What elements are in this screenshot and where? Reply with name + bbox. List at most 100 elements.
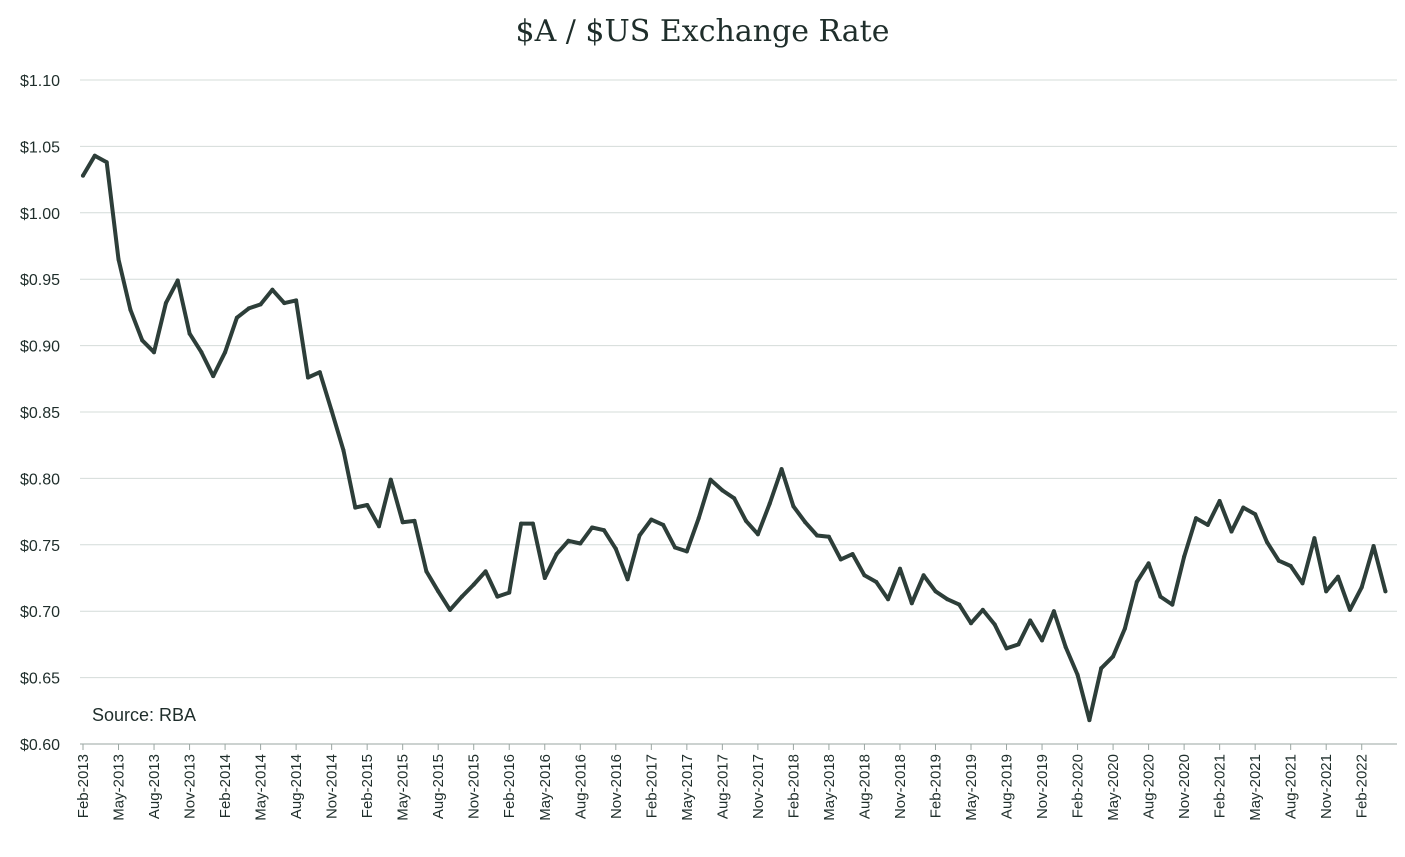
- data-point: [637, 533, 642, 538]
- y-tick-label: $0.95: [20, 272, 60, 289]
- data-point: [779, 467, 784, 472]
- data-point: [1300, 581, 1305, 586]
- data-point: [850, 552, 855, 557]
- data-points: [81, 153, 1388, 723]
- x-tick-label: Feb-2013: [75, 754, 92, 818]
- data-point: [306, 375, 310, 380]
- data-point: [104, 160, 109, 165]
- data-point: [530, 521, 535, 526]
- data-point: [1312, 536, 1317, 541]
- x-tick-label: May-2021: [1247, 754, 1264, 821]
- data-point: [412, 518, 417, 523]
- x-tick-label: May-2018: [821, 754, 838, 821]
- data-point: [258, 302, 263, 307]
- y-tick-label: $1.10: [20, 73, 60, 90]
- x-tick-label: May-2015: [395, 754, 412, 821]
- data-point: [507, 590, 512, 595]
- y-axis-ticks: $0.60 $0.65 $0.70 $0.75 $0.80 $0.85 $0.90 $0.95…: [20, 73, 60, 754]
- data-point: [602, 528, 606, 533]
- data-point: [1158, 594, 1163, 599]
- data-point: [992, 622, 997, 627]
- data-point: [803, 520, 808, 525]
- data-point: [1111, 654, 1116, 659]
- data-point: [1075, 672, 1080, 677]
- x-tick-label: Nov-2021: [1318, 754, 1335, 819]
- y-tick-label: $0.65: [20, 671, 60, 688]
- data-point: [92, 153, 97, 158]
- data-point: [613, 546, 618, 551]
- data-point: [909, 601, 914, 606]
- x-tick-label: Feb-2016: [501, 754, 518, 818]
- y-tick-label: $0.60: [20, 737, 60, 754]
- data-point: [223, 350, 228, 355]
- x-tick-label: Aug-2018: [856, 754, 873, 819]
- data-point: [957, 602, 962, 607]
- x-tick-label: Feb-2018: [785, 754, 802, 818]
- data-point: [400, 520, 405, 525]
- data-point: [1347, 607, 1352, 612]
- x-tick-label: Aug-2017: [714, 754, 731, 819]
- data-point: [128, 307, 133, 312]
- y-tick-label: $0.80: [20, 471, 60, 488]
- data-point: [1028, 618, 1033, 623]
- x-tick-label: May-2013: [111, 754, 128, 821]
- data-point: [684, 549, 689, 554]
- data-point: [898, 566, 902, 571]
- x-tick-label: Nov-2013: [182, 754, 199, 819]
- x-tick-label: May-2019: [963, 754, 980, 821]
- x-tick-label: Aug-2014: [288, 754, 305, 819]
- data-point: [933, 589, 938, 594]
- x-tick-label: May-2014: [253, 754, 270, 821]
- x-tick-label: Feb-2015: [359, 754, 376, 818]
- x-tick-label: May-2016: [537, 754, 554, 821]
- data-point: [1288, 564, 1293, 568]
- data-point: [459, 594, 464, 599]
- data-point: [554, 552, 559, 557]
- data-point: [388, 477, 393, 482]
- x-tick-label: Nov-2015: [466, 754, 483, 819]
- x-tick-label: Feb-2022: [1354, 754, 1371, 818]
- x-tick-label: Feb-2020: [1070, 754, 1087, 818]
- data-point: [542, 576, 547, 580]
- data-point: [234, 315, 239, 320]
- x-tick-label: Feb-2017: [643, 754, 660, 818]
- data-point: [696, 516, 701, 521]
- data-point: [720, 488, 725, 493]
- data-point: [1359, 585, 1364, 590]
- data-point: [578, 541, 583, 546]
- data-point: [1170, 602, 1175, 607]
- data-point: [1265, 540, 1269, 545]
- data-point: [1040, 638, 1044, 643]
- data-point: [862, 573, 867, 578]
- y-tick-label: $0.75: [20, 538, 60, 555]
- x-tick-label: Aug-2013: [146, 754, 163, 819]
- data-point: [1336, 574, 1340, 579]
- data-point: [921, 573, 926, 578]
- data-point: [519, 521, 524, 526]
- data-point: [1099, 666, 1104, 671]
- data-point: [1217, 499, 1222, 503]
- data-point: [471, 582, 476, 587]
- y-tick-label: $1.05: [20, 139, 60, 156]
- data-point: [874, 580, 879, 584]
- data-point: [1276, 558, 1281, 563]
- data-point: [625, 577, 630, 582]
- x-tick-label: Feb-2019: [927, 754, 944, 818]
- chart-title: $A / $US Exchange Rate: [515, 14, 890, 49]
- data-point: [81, 173, 85, 178]
- x-tick-label: Nov-2018: [892, 754, 909, 819]
- data-point: [1229, 529, 1234, 534]
- data-point: [1371, 544, 1376, 549]
- x-tick-label: Nov-2020: [1176, 754, 1193, 819]
- data-point: [211, 374, 216, 379]
- gridlines: [80, 79, 1397, 745]
- data-point: [1004, 646, 1009, 651]
- x-tick-label: Feb-2021: [1212, 754, 1229, 818]
- data-point: [163, 301, 168, 306]
- data-point: [1324, 589, 1329, 594]
- data-point: [566, 538, 571, 543]
- data-point: [436, 589, 441, 594]
- data-point: [294, 298, 299, 303]
- data-point: [365, 503, 370, 507]
